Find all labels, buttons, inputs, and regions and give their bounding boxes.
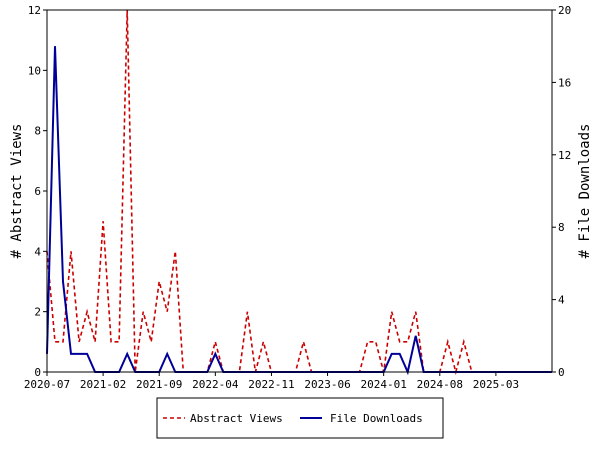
legend: Abstract Views File Downloads [156,397,444,439]
x-axis-tick-label: 2022-04 [192,378,239,391]
legend-label-abstract-views: Abstract Views [190,412,283,425]
x-axis-tick-label: 2020-07 [24,378,70,391]
left-axis-tick-label: 10 [28,64,41,77]
legend-label-file-downloads: File Downloads [330,412,423,425]
right-axis-tick-label: 4 [558,294,565,307]
series-line-file-downloads [46,46,552,376]
x-axis-tick-label: 2025-03 [473,378,519,391]
x-axis-tick-label: 2021-02 [80,378,126,391]
left-axis-tick-label: 2 [34,306,41,319]
x-axis-tick-label: 2024-01 [360,378,406,391]
right-axis-tick-label: 12 [558,149,571,162]
ticks-layer: 0 2 4 6 8 10 12 0 4 8 12 16 20 2020-07 2021-02 2021-09 2… [24,4,571,391]
left-axis-tick-label: 6 [34,185,41,198]
x-axis-tick-label: 2023-06 [304,378,350,391]
left-axis-tick-label: 0 [34,366,41,379]
right-axis-tick-label: 20 [558,4,571,17]
right-axis-tick-label: 0 [558,366,565,379]
x-axis-tick-label: 2022-11 [248,378,294,391]
series-layer [46,9,552,376]
x-axis-tick-label: 2021-09 [136,378,182,391]
left-axis-tick-label: 12 [28,4,41,17]
right-axis-tick-label: 8 [558,221,565,234]
left-axis-tick-label: 4 [34,245,41,258]
x-axis-tick-label: 2024-08 [417,378,463,391]
series-line-abstract-views [46,9,552,376]
right-axis-tick-label: 16 [558,76,571,89]
left-axis-title: # Abstract Views [9,124,25,259]
left-axis-tick-label: 8 [34,125,41,138]
right-axis-title: # File Downloads [577,124,593,259]
